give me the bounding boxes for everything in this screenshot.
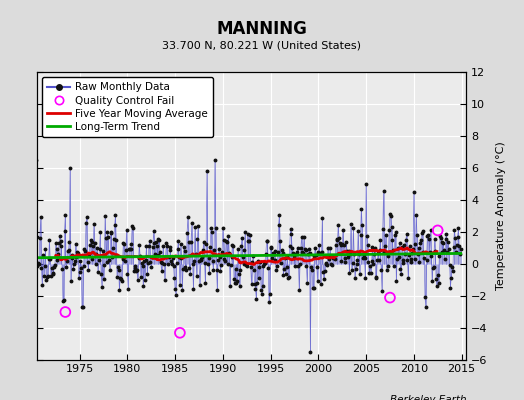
Point [433,227,442,234]
Text: Berkeley Earth: Berkeley Earth [390,394,466,400]
Point [176,330,184,336]
Text: 33.700 N, 80.221 W (United States): 33.700 N, 80.221 W (United States) [162,40,362,50]
Y-axis label: Temperature Anomaly (°C): Temperature Anomaly (°C) [496,142,506,290]
Text: MANNING: MANNING [216,20,308,38]
Legend: Raw Monthly Data, Quality Control Fail, Five Year Moving Average, Long-Term Tren: Raw Monthly Data, Quality Control Fail, … [42,77,213,137]
Point [386,294,394,301]
Point [61,309,70,315]
